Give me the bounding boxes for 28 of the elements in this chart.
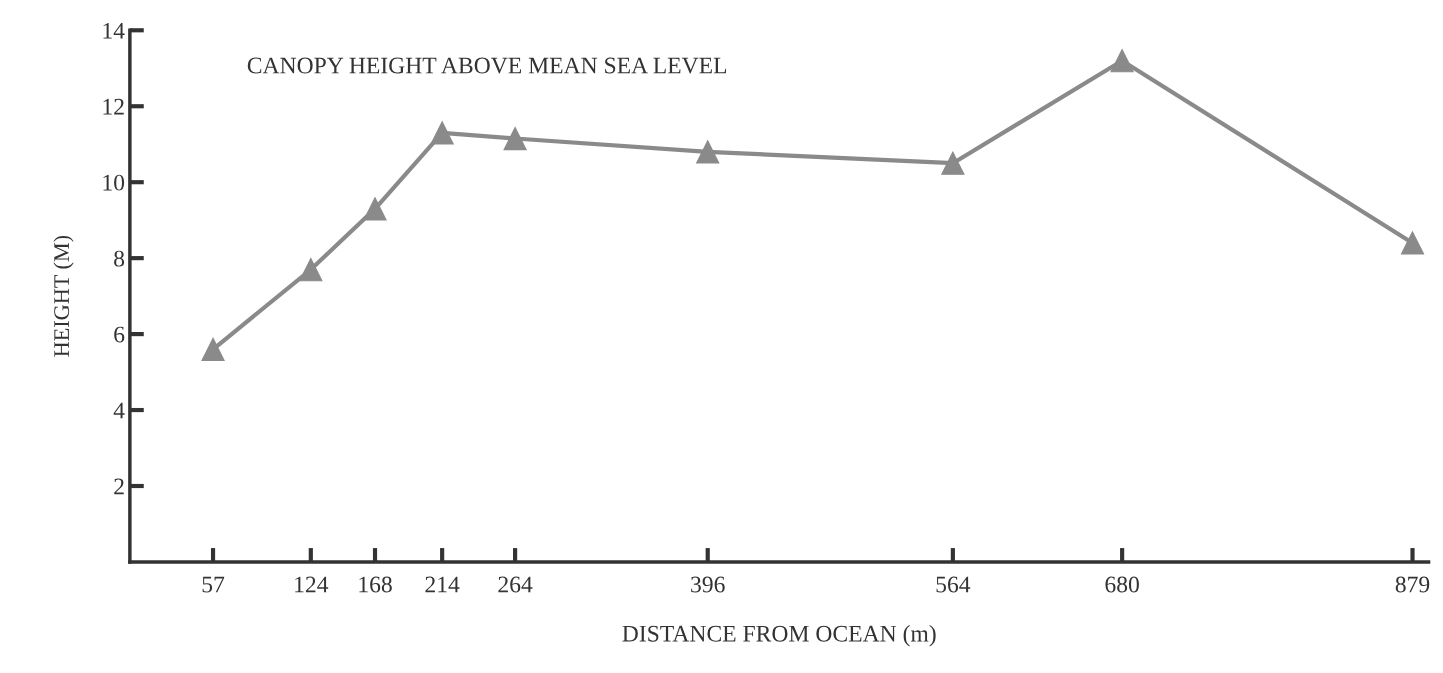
point — [941, 151, 965, 175]
x-tick-label: 680 — [1105, 576, 1139, 593]
y-tick-label: 14 — [103, 22, 125, 39]
point — [1400, 231, 1425, 255]
point — [503, 126, 527, 151]
point — [430, 121, 454, 145]
x-axis-title: DISTANCE FROM OCEAN (m) — [622, 625, 936, 647]
point — [696, 140, 720, 164]
y-tick-label: 6 — [114, 326, 125, 343]
x-tick-label: 879 — [1395, 576, 1430, 593]
point — [201, 337, 225, 361]
x-tick-label: 168 — [359, 576, 392, 593]
y-axis-title: HEIGHT (M) — [53, 235, 74, 357]
y-tick-label: 8 — [114, 250, 125, 267]
point — [299, 257, 323, 282]
point — [1110, 49, 1134, 73]
x-tick-label: 124 — [295, 576, 329, 593]
x-tick-label: 264 — [498, 576, 533, 593]
y-tick-label: 10 — [103, 174, 125, 191]
point — [363, 197, 387, 221]
text: CANOPY HEIGHT ABOVE MEAN SEA LEVEL — [247, 57, 727, 74]
x-tick-label: 396 — [691, 576, 725, 593]
y-tick-label: 4 — [113, 402, 125, 419]
x-tick-label: 214 — [425, 576, 460, 593]
x-tick-label: 57 — [202, 576, 225, 593]
y-tick-label: 2 — [114, 478, 124, 495]
y-tick-label: 12 — [103, 98, 124, 115]
x-tick-label: 564 — [936, 576, 971, 593]
